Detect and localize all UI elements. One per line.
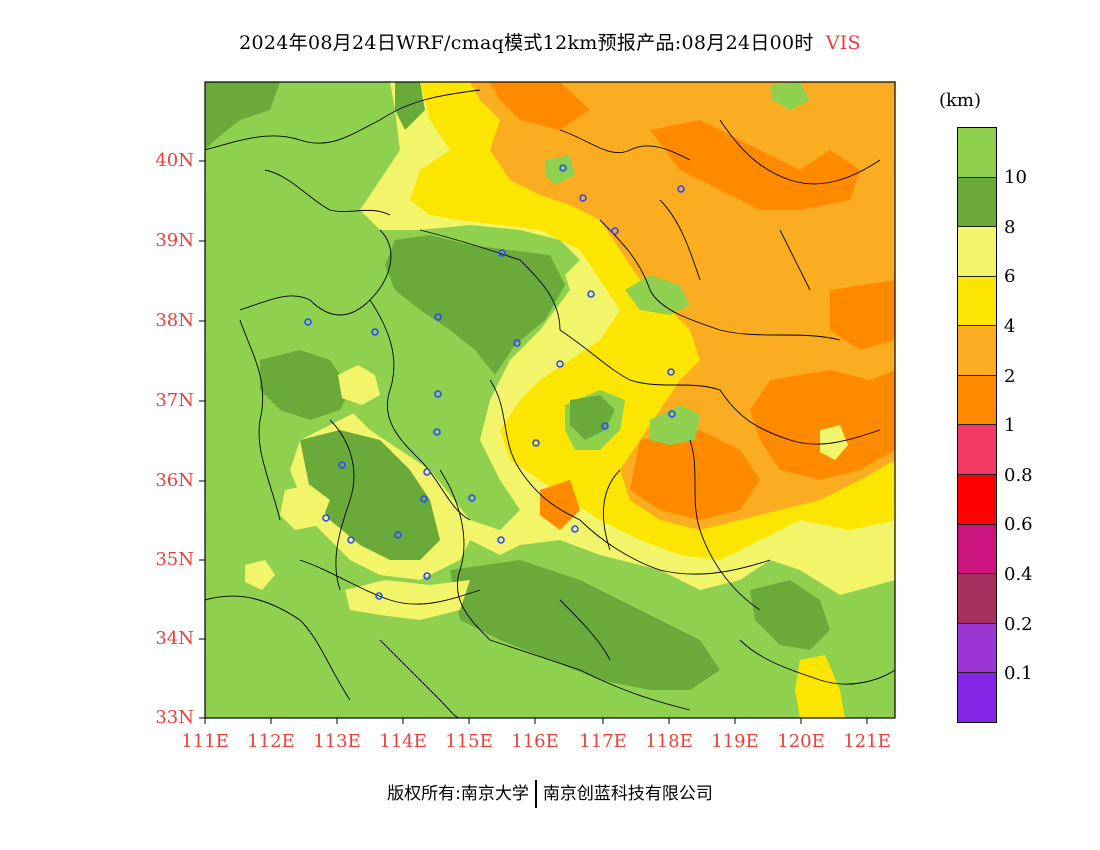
- colorbar-swatch-2: [958, 227, 996, 277]
- colorbar-swatch-3: [958, 276, 996, 327]
- lat-label-37n: 37N: [155, 390, 194, 411]
- colorbar-unit: (km): [939, 90, 982, 111]
- colorbar-swatch-9: [958, 574, 996, 624]
- patch-green-mid: [625, 275, 690, 315]
- variable-label: VIS: [825, 32, 861, 54]
- band-orange: [490, 82, 590, 130]
- title-text: 2024年08月24日WRF/cmaq模式12km预报产品:08月24日00时: [239, 32, 814, 54]
- colorbar-swatch-0: [958, 128, 996, 178]
- colorbar-label-0-4: 0.4: [1004, 564, 1033, 585]
- patch-yellow-1: [338, 365, 380, 405]
- band-orange-4: [750, 370, 895, 480]
- colorbar-swatch-5: [958, 375, 996, 426]
- boundary-lines: [205, 89, 895, 718]
- patch-green-west: [205, 82, 895, 718]
- lat-label-33n: 33N: [155, 707, 194, 728]
- colorbar-swatch-7: [958, 475, 996, 525]
- colorbar-label-2: 2: [1004, 366, 1016, 387]
- patch-yellow-3: [345, 580, 470, 620]
- lat-label-34n: 34N: [155, 628, 194, 649]
- patch-yellow-5: [795, 655, 845, 718]
- band-orange-3: [830, 280, 895, 350]
- lat-label-36n: 36N: [155, 470, 194, 491]
- lat-label-35n: 35N: [155, 549, 194, 570]
- band-orange-2: [650, 120, 860, 210]
- colorbar: [957, 127, 997, 723]
- colorbar-swatch-4: [958, 326, 996, 376]
- lat-label-38n: 38N: [155, 310, 194, 331]
- patch-dark-green-3: [300, 430, 440, 560]
- lon-label-114e: 114E: [379, 731, 427, 752]
- colorbar-label-0-8: 0.8: [1004, 465, 1033, 486]
- colorbar-label-6: 6: [1004, 266, 1016, 287]
- patch-green-ne: [770, 82, 810, 110]
- band-orange-6: [540, 480, 580, 530]
- axis-ticks: [199, 160, 868, 724]
- patch-dark-green-8: [395, 82, 425, 130]
- patch-dark-green-4: [450, 560, 720, 690]
- lon-label-113e: 113E: [313, 731, 361, 752]
- lon-label-120e: 120E: [777, 731, 825, 752]
- patch-yellow-2: [280, 485, 330, 530]
- colorbar-swatch-8: [958, 524, 996, 575]
- lon-label-121e: 121E: [843, 731, 891, 752]
- colorbar-label-0-1: 0.1: [1004, 663, 1033, 684]
- page-title: 2024年08月24日WRF/cmaq模式12km预报产品:08月24日00时 V…: [0, 28, 1100, 55]
- plot-frame: [204, 81, 896, 719]
- colorbar-label-4: 4: [1004, 316, 1016, 337]
- colorbar-swatch-11: [958, 673, 996, 722]
- lon-label-117e: 117E: [579, 731, 627, 752]
- lon-label-116e: 116E: [511, 731, 559, 752]
- colorbar-label-0-6: 0.6: [1004, 514, 1033, 535]
- lon-label-111e: 111E: [181, 731, 229, 752]
- colorbar-label-0-2: 0.2: [1004, 614, 1033, 635]
- colorbar-label-1: 1: [1004, 415, 1016, 436]
- colorbar-swatch-1: [958, 177, 996, 228]
- footer-left: 版权所有:南京大学: [387, 784, 529, 804]
- patch-dark-green-6: [750, 580, 830, 650]
- footer-separator: [534, 780, 537, 808]
- patch-yellow-4: [245, 560, 275, 590]
- colorbar-label-10: 10: [1004, 167, 1027, 188]
- patch-dark-green-7: [205, 82, 280, 150]
- patch-dark-green-2: [260, 350, 350, 420]
- colorbar-swatch-6: [958, 425, 996, 476]
- visibility-field: [205, 82, 895, 718]
- copyright-footer: 版权所有:南京大学 南京创蓝科技有限公司: [0, 779, 1100, 808]
- colorbar-swatch-10: [958, 623, 996, 674]
- footer-right: 南京创蓝科技有限公司: [542, 784, 713, 804]
- station-markers: [304, 164, 685, 600]
- lat-label-39n: 39N: [155, 230, 194, 251]
- lon-label-118e: 118E: [645, 731, 693, 752]
- colorbar-label-8: 8: [1004, 217, 1016, 238]
- lon-label-112e: 112E: [247, 731, 295, 752]
- lat-label-40n: 40N: [155, 150, 194, 171]
- patch-dark-green-1: [385, 235, 565, 375]
- lon-label-115e: 115E: [445, 731, 493, 752]
- patch-green-east-2: [650, 405, 700, 445]
- lon-label-119e: 119E: [711, 731, 759, 752]
